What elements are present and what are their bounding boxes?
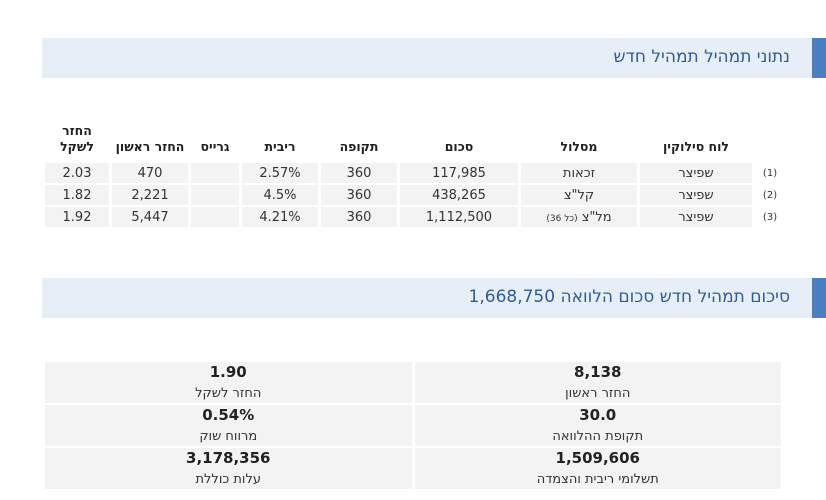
summary-row: 8,138 החזר ראשון 1.90 החזר לשקל	[45, 362, 781, 403]
cell: 4.21%	[242, 207, 318, 227]
summary-label: תקופת ההלוואה	[552, 429, 644, 444]
col-header: סכום	[444, 139, 474, 154]
summary-table: 8,138 החזר ראשון 1.90 החזר לשקל 30.0 תקופת הה…	[42, 360, 784, 491]
col-header: גרייס	[200, 139, 230, 154]
summary-cell: 0.54% מרווח שוק	[45, 405, 412, 446]
summary-label: תשלומי ריבית והצמדה	[536, 472, 659, 487]
summary-row: 30.0 תקופת ההלוואה 0.54% מרווח שוק	[45, 405, 781, 446]
cell: 2,221	[112, 185, 188, 205]
mix-table: לוח סילוקין מסלול סכום תקופה ריבית גרייס…	[42, 120, 788, 229]
summary-value: 1,509,606	[555, 449, 640, 467]
track-note: (כל 36)	[546, 213, 578, 224]
section-title: נתוני תמהיל תמהיל חדש	[613, 47, 790, 67]
section-header: נתוני תמהיל תמהיל חדש	[42, 38, 826, 78]
cell: (3)	[762, 211, 778, 223]
cell: 360	[321, 207, 397, 227]
cell: שפיצר	[640, 185, 752, 205]
summary-value: 30.0	[579, 406, 617, 424]
cell	[191, 185, 239, 205]
cell: 1.82	[45, 185, 109, 205]
summary-cell: 1.90 החזר לשקל	[45, 362, 412, 403]
cell	[191, 163, 239, 183]
summary-cell: 30.0 תקופת ההלוואה	[414, 405, 781, 446]
summary-row: 1,509,606 תשלומי ריבית והצמדה 3,178,356 עלו…	[45, 448, 781, 489]
col-header: לוח סילוקין	[663, 139, 729, 154]
header-row: לוח סילוקין מסלול סכום תקופה ריבית גרייס…	[45, 122, 785, 161]
cell: 2.57%	[242, 163, 318, 183]
summary-value: 1.90	[209, 363, 247, 381]
summary-label: החזר ראשון	[565, 386, 631, 401]
cell: 1,112,500	[400, 207, 518, 227]
cell: 117,985	[400, 163, 518, 183]
section-title: סיכום תמהיל חדש סכום הלוואה 1,668,750	[469, 287, 790, 307]
summary-label: עלות כוללת	[195, 472, 261, 487]
cell: 438,265	[400, 185, 518, 205]
cell: קל"צ	[521, 185, 637, 205]
loan-amount: 1,668,750	[468, 287, 556, 307]
summary-cell: 8,138 החזר ראשון	[414, 362, 781, 403]
table-row: (2) שפיצר קל"צ 438,265 360 4.5% 2,221 1.82	[45, 185, 785, 205]
track-name: מל"צ	[581, 209, 612, 225]
summary-value: 8,138	[574, 363, 622, 381]
summary-cell: 3,178,356 עלות כוללת	[45, 448, 412, 489]
summary-label: מרווח שוק	[199, 429, 258, 444]
cell: שפיצר	[640, 163, 752, 183]
col-header: מסלול	[560, 139, 598, 154]
summary-label: החזר לשקל	[195, 386, 262, 401]
cell: 1.92	[45, 207, 109, 227]
summary-title: סיכום תמהיל חדש סכום הלוואה	[560, 287, 790, 307]
cell: (1)	[762, 167, 778, 179]
cell: 360	[321, 163, 397, 183]
cell: מל"צ (כל 36)	[521, 207, 637, 227]
cell: שפיצר	[640, 207, 752, 227]
cell: 470	[112, 163, 188, 183]
col-header: החזר לשקל	[60, 123, 94, 154]
col-header: ריבית	[264, 139, 296, 154]
cell: 360	[321, 185, 397, 205]
cell: 2.03	[45, 163, 109, 183]
cell: זכאות	[521, 163, 637, 183]
section-header: סיכום תמהיל חדש סכום הלוואה 1,668,750	[42, 278, 826, 318]
summary-value: 3,178,356	[186, 449, 271, 467]
cell: 4.5%	[242, 185, 318, 205]
summary-cell: 1,509,606 תשלומי ריבית והצמדה	[414, 448, 781, 489]
summary-value: 0.54%	[202, 406, 255, 424]
cell: (2)	[762, 189, 778, 201]
table-row: (3) שפיצר מל"צ (כל 36) 1,112,500 360 4.21% 5,4…	[45, 207, 785, 227]
cell: 5,447	[112, 207, 188, 227]
col-header: תקופה	[339, 139, 379, 154]
table-row: (1) שפיצר זכאות 117,985 360 2.57% 470 2.03	[45, 163, 785, 183]
col-header: החזר ראשון	[115, 139, 185, 154]
cell	[191, 207, 239, 227]
